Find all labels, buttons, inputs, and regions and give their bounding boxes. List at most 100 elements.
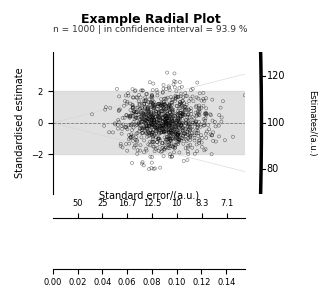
- Point: [211, 130, 216, 135]
- Point: [161, 154, 166, 159]
- Point: [155, 125, 160, 130]
- Point: [152, 103, 157, 108]
- Point: [153, 114, 158, 119]
- Point: [175, 109, 180, 113]
- Point: [157, 136, 162, 141]
- Point: [169, 97, 174, 102]
- Point: [160, 119, 165, 124]
- Point: [182, 112, 188, 117]
- Point: [143, 126, 148, 131]
- Point: [146, 105, 151, 109]
- Point: [120, 145, 125, 150]
- Point: [166, 127, 172, 131]
- Point: [120, 116, 125, 120]
- Point: [187, 124, 192, 129]
- Point: [184, 94, 189, 98]
- Point: [172, 117, 177, 122]
- Point: [164, 116, 169, 121]
- Point: [199, 105, 204, 110]
- Point: [128, 113, 133, 118]
- Point: [186, 108, 191, 112]
- Point: [154, 111, 159, 116]
- Point: [195, 126, 200, 130]
- Point: [167, 130, 172, 135]
- Point: [157, 121, 162, 125]
- Point: [161, 102, 166, 107]
- Point: [158, 138, 163, 142]
- Point: [164, 122, 169, 126]
- Point: [146, 130, 151, 135]
- Point: [126, 114, 131, 118]
- Point: [173, 95, 179, 99]
- Point: [213, 124, 218, 129]
- Point: [169, 125, 174, 130]
- Point: [198, 122, 203, 127]
- Point: [211, 138, 216, 143]
- Point: [154, 140, 159, 144]
- Point: [148, 119, 153, 124]
- Point: [172, 71, 177, 76]
- Point: [204, 112, 209, 116]
- Point: [148, 112, 154, 117]
- Point: [140, 119, 145, 123]
- Point: [144, 123, 149, 127]
- Point: [141, 138, 147, 143]
- Point: [166, 123, 172, 127]
- Point: [151, 104, 156, 109]
- Point: [162, 129, 167, 134]
- Point: [127, 114, 132, 119]
- Point: [172, 145, 178, 150]
- Point: [163, 118, 168, 122]
- Point: [172, 85, 177, 90]
- Point: [180, 125, 185, 129]
- Point: [149, 95, 154, 99]
- Point: [150, 123, 155, 127]
- Point: [158, 103, 163, 108]
- Point: [157, 126, 162, 131]
- Point: [185, 130, 190, 134]
- Point: [161, 86, 166, 91]
- Point: [143, 125, 148, 130]
- Point: [179, 114, 184, 119]
- Point: [143, 99, 148, 103]
- Point: [130, 87, 135, 91]
- Point: [143, 110, 148, 114]
- Point: [164, 145, 169, 150]
- Point: [146, 134, 151, 138]
- Point: [162, 108, 167, 113]
- Point: [160, 130, 165, 134]
- Point: [195, 80, 200, 85]
- Point: [187, 127, 192, 132]
- Point: [168, 132, 173, 137]
- Point: [173, 131, 178, 136]
- Point: [176, 115, 181, 120]
- Point: [163, 114, 168, 118]
- Point: [140, 112, 146, 117]
- Point: [107, 130, 112, 135]
- Point: [202, 123, 207, 127]
- Point: [141, 117, 146, 121]
- Point: [135, 116, 140, 120]
- Point: [150, 129, 155, 134]
- Point: [181, 112, 186, 117]
- Point: [175, 133, 180, 138]
- Point: [157, 142, 162, 147]
- Point: [172, 79, 177, 84]
- Point: [175, 128, 180, 133]
- Point: [131, 138, 136, 143]
- Point: [134, 135, 139, 139]
- Point: [204, 113, 209, 117]
- Point: [159, 109, 164, 114]
- Point: [129, 122, 134, 126]
- Point: [166, 142, 172, 147]
- Point: [168, 129, 173, 134]
- Point: [168, 101, 173, 105]
- Point: [202, 112, 207, 116]
- Point: [202, 121, 207, 125]
- Point: [157, 116, 162, 121]
- Point: [174, 111, 179, 116]
- Point: [158, 109, 163, 113]
- Point: [129, 128, 134, 132]
- Point: [155, 145, 160, 150]
- Point: [164, 70, 170, 75]
